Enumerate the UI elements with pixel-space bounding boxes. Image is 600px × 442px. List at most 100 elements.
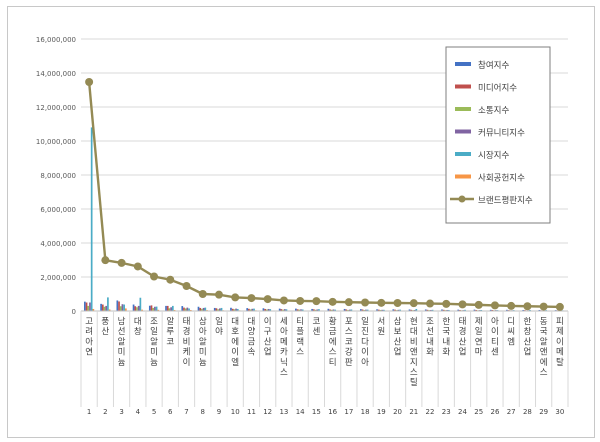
bar [459,309,461,311]
bar [381,309,384,311]
bar [365,309,367,311]
bar [150,305,153,311]
bar [348,309,351,311]
bar [116,300,119,311]
bar [376,309,378,311]
y-tick-label: 10,000,000 [36,138,76,146]
line-point [409,299,418,308]
bar [430,309,432,311]
bar [366,309,369,311]
category-index: 13 [279,408,288,416]
bar [108,309,111,311]
category-index: 28 [523,408,532,416]
line-series [85,78,564,311]
line-point [214,290,223,299]
y-tick-label: 4,000,000 [40,240,76,248]
bar [197,306,200,311]
bar [392,309,395,311]
bar [136,307,138,311]
bar [118,301,120,311]
bar [85,302,88,311]
bar [280,309,283,311]
bar [363,309,366,311]
bar [236,308,239,311]
legend-label: 브랜드평판지수 [478,195,533,206]
bar [491,309,494,311]
bar [480,309,483,311]
bar [251,308,254,311]
bar [181,306,184,311]
bar [87,305,90,311]
bar [311,308,313,311]
bar [397,309,400,311]
legend-label: 미디어지수 [478,83,517,94]
category-index: 17 [344,408,353,416]
category-index: 3 [119,408,123,416]
category-index: 21 [409,408,418,416]
bar [100,303,102,311]
y-tick-label: 16,000,000 [36,36,76,44]
y-axis-ticks: 0 2,000,000 4,000,000 6,000,000 8,000,000 10,… [36,36,76,316]
line-point [231,293,240,302]
legend-swatch [455,174,471,179]
bar [408,309,411,311]
line-point [85,78,94,87]
bar [184,308,187,311]
bar [446,309,448,311]
bar [154,306,156,311]
bar-series [84,127,565,312]
bar [327,308,330,311]
legend-label: 사회공헌지수 [478,174,525,184]
bar [522,309,525,311]
category-index: 26 [490,408,499,416]
line-point [328,297,337,306]
chart-frame: 0 2,000,000 4,000,000 6,000,000 8,000,000 10,… [7,6,595,438]
line-point [101,256,110,265]
y-tick-label: 14,000,000 [36,70,76,78]
category-index: 4 [136,408,141,416]
y-tick-label: 2,000,000 [40,274,76,282]
bar [152,307,155,311]
line-point [377,298,386,307]
bar [399,309,401,311]
bar [139,297,142,311]
bar [155,306,158,311]
bar [248,308,250,311]
bar [410,309,413,311]
bar [295,308,297,311]
category-index: 12 [263,408,272,416]
bar [84,301,86,311]
line-point [361,298,370,307]
category-index: 22 [426,408,435,416]
bar [107,297,109,311]
bar [132,304,135,311]
bar [282,309,284,311]
legend-swatch [455,152,471,156]
bar [134,306,137,311]
bar [312,309,315,311]
bar [173,309,176,311]
bar [253,308,255,311]
bar [92,308,95,311]
legend-box [445,46,551,224]
bar [189,309,192,311]
bar [213,307,216,311]
bar [377,309,380,311]
legend-marker [458,195,466,203]
x-axis-labels: 고 려 아 연 1 풍 산 2 남 선 알 미 늄 3 대 창 4 조 일 알 미 늄 5 알 루 코 6 태 경 비 케 이 7 삼 아 알 미 늄 8 일… [85,316,564,416]
bar [442,309,445,311]
